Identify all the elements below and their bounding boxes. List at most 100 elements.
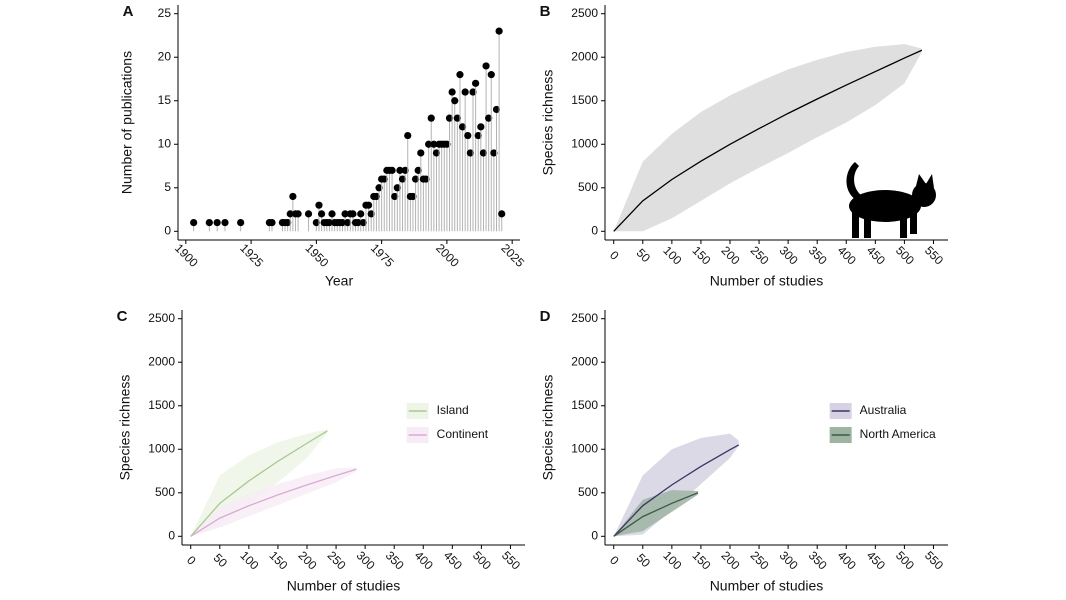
point (205, 218, 213, 227)
y-tick-label: 15 (158, 93, 172, 107)
point (445, 114, 454, 122)
confidence-band (613, 44, 922, 232)
y-tick-label: 5 (164, 180, 171, 194)
point (479, 149, 488, 157)
point (364, 201, 373, 209)
point (398, 175, 407, 183)
point (422, 175, 430, 183)
point (469, 88, 477, 96)
point (304, 210, 313, 218)
point (213, 218, 221, 227)
point (372, 192, 381, 201)
point (190, 218, 198, 227)
y-tick-label: 2000 (571, 49, 598, 63)
point (443, 140, 451, 148)
y-tick-label: 2500 (571, 311, 598, 325)
point (404, 131, 412, 140)
point (289, 192, 297, 201)
y-tick-label: 500 (578, 485, 598, 499)
point (477, 123, 485, 131)
confidence-band (190, 467, 357, 537)
point (498, 210, 506, 218)
y-tick-label: 2500 (571, 6, 598, 20)
y-tick-label: 25 (158, 6, 172, 20)
point (341, 210, 349, 218)
point (490, 149, 498, 157)
point (380, 175, 388, 183)
point (487, 71, 495, 79)
y-tick-label: 2500 (148, 311, 175, 325)
point (338, 218, 347, 227)
y-tick-label: 0 (591, 528, 598, 542)
point (359, 218, 367, 227)
panel-label: A (123, 3, 134, 20)
y-tick-label: 20 (158, 49, 172, 63)
point (495, 27, 503, 35)
y-tick-label: 0 (591, 223, 598, 237)
y-tick-label: 1500 (571, 398, 598, 412)
point (367, 210, 375, 218)
point (328, 210, 336, 218)
line (613, 492, 699, 537)
legend-label: North America (860, 427, 936, 441)
panel-label: C (117, 308, 128, 325)
x-axis-title: Number of studies (710, 273, 824, 289)
line (190, 430, 328, 537)
point (427, 114, 435, 122)
point (349, 210, 357, 218)
y-tick-label: 1000 (148, 441, 175, 455)
cat-icon (846, 162, 936, 238)
point (388, 166, 396, 174)
point (464, 131, 472, 140)
point (409, 192, 417, 201)
point (456, 71, 464, 79)
y-tick-label: 1500 (148, 398, 175, 412)
point (448, 88, 456, 96)
point (466, 149, 474, 157)
y-axis-title: Species richness (540, 70, 556, 176)
point (357, 210, 365, 218)
point (492, 105, 501, 114)
point (284, 218, 292, 227)
point (472, 79, 480, 87)
point (482, 62, 490, 70)
point (237, 218, 245, 227)
point (268, 218, 276, 227)
point (325, 218, 334, 227)
point (221, 218, 229, 227)
y-tick-label: 1500 (571, 93, 598, 107)
x-axis-title: Number of studies (710, 578, 824, 594)
line (613, 444, 740, 537)
point (430, 140, 438, 148)
y-tick-label: 2000 (148, 354, 175, 368)
point (391, 192, 399, 201)
point (393, 184, 401, 192)
line (613, 49, 923, 232)
point (411, 175, 420, 183)
point (451, 97, 459, 105)
point (375, 184, 383, 192)
y-tick-label: 0 (168, 528, 175, 542)
point (414, 166, 422, 174)
panel-label: B (540, 3, 551, 20)
point (396, 166, 404, 174)
y-tick-label: 2000 (571, 354, 598, 368)
point (315, 201, 323, 209)
x-axis-title: Number of studies (287, 578, 401, 594)
y-tick-label: 500 (155, 485, 175, 499)
point (417, 149, 425, 157)
point (401, 166, 409, 174)
point (294, 210, 302, 218)
legend-label: Australia (860, 403, 907, 417)
line (190, 468, 357, 537)
point (461, 88, 469, 96)
point (354, 218, 362, 227)
y-axis-title: Number of publications (119, 51, 135, 194)
legend-label: Island (437, 403, 469, 417)
point (344, 218, 352, 227)
y-tick-label: 1000 (571, 441, 598, 455)
point (485, 114, 493, 122)
point (286, 210, 294, 218)
